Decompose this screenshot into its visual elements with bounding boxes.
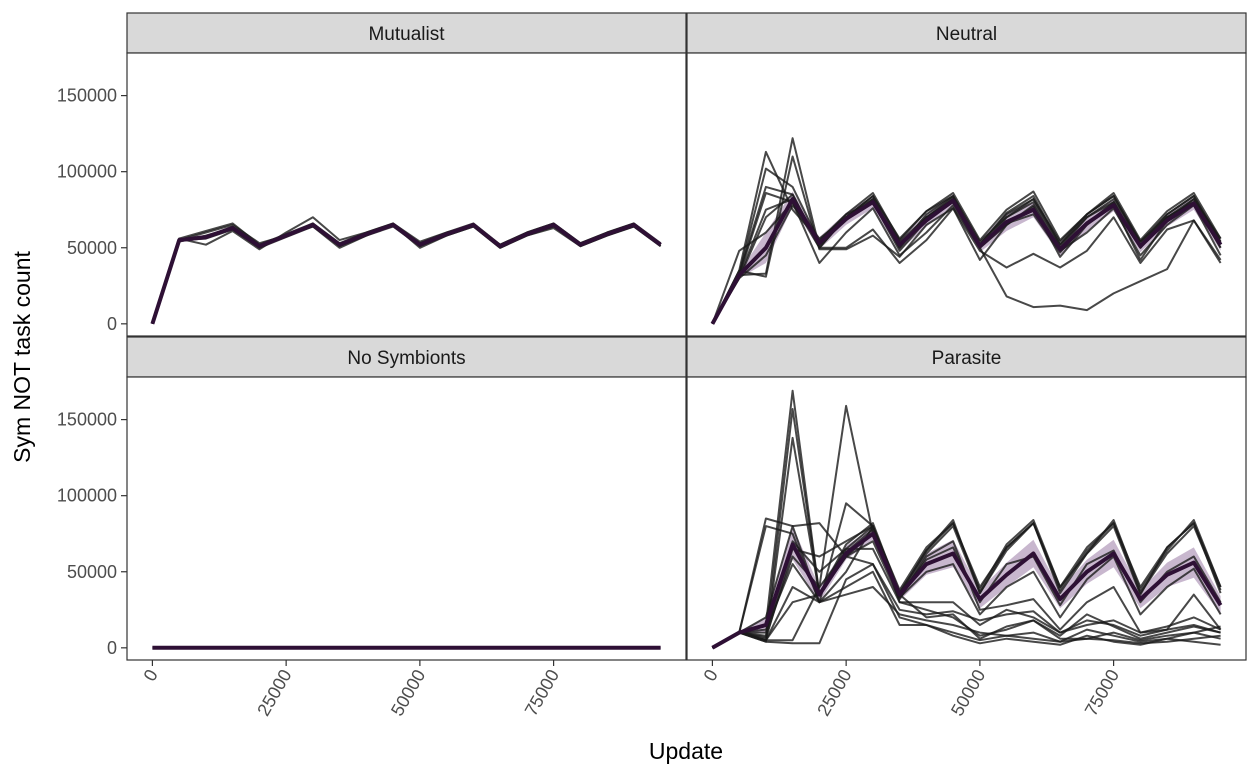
strip-background xyxy=(126,12,687,54)
x-axis-title: Update xyxy=(649,738,723,764)
strip-label: No Symbionts xyxy=(347,348,465,369)
panel-neutral: Neutral xyxy=(686,12,1247,337)
y-tick-label: 50000 xyxy=(67,562,117,582)
panel-mutualist: Mutualist 0 50000 100000 150000 xyxy=(57,12,687,337)
panel-border xyxy=(126,376,687,661)
y-tick-label: 0 xyxy=(107,314,117,334)
y-tick-label: 150000 xyxy=(57,410,117,430)
mean-line xyxy=(150,222,662,325)
replicate-line xyxy=(711,155,1222,325)
y-tick-label: 50000 xyxy=(67,238,117,258)
panel-border xyxy=(686,52,1247,337)
x-tick-label: 75000 xyxy=(521,666,563,719)
x-tick-label: 50000 xyxy=(947,666,989,719)
mean-line xyxy=(711,531,1223,650)
y-tick-label: 150000 xyxy=(57,86,117,106)
strip-label: Parasite xyxy=(932,348,1002,369)
replicate-line xyxy=(711,586,1221,649)
strip-background xyxy=(126,336,687,378)
replicate-line xyxy=(711,563,1221,649)
x-tick-label: 25000 xyxy=(813,666,855,719)
y-axis-title: Sym NOT task count xyxy=(9,251,35,463)
replicate-line xyxy=(711,517,1221,649)
x-tick-label: 0 xyxy=(700,666,722,685)
strip-label: Mutualist xyxy=(368,24,445,45)
panel-no-symbionts: No Symbionts 0 50000 100000 150000 0 25000 5000… xyxy=(57,336,687,719)
plot-background xyxy=(687,53,1246,336)
strip-background xyxy=(686,12,1247,54)
panel-border xyxy=(686,376,1247,661)
panel-border xyxy=(126,52,687,337)
x-tick-label: 0 xyxy=(140,666,162,685)
y-tick-label: 100000 xyxy=(57,486,117,506)
mean-line xyxy=(710,197,1223,325)
x-tick-label: 75000 xyxy=(1081,666,1123,719)
y-tick-label: 0 xyxy=(107,638,117,658)
replicate-line xyxy=(711,404,1222,649)
strip-label: Neutral xyxy=(936,24,997,45)
y-tick-label: 100000 xyxy=(57,162,117,182)
plot-background xyxy=(127,377,686,660)
x-tick-label: 50000 xyxy=(387,666,429,719)
panels-layer: Mutualist 0 50000 100000 150000 Neutral No Sym… xyxy=(57,12,1247,719)
replicate-line xyxy=(711,519,1222,649)
plot-background xyxy=(127,53,686,336)
x-tick-label: 25000 xyxy=(253,666,295,719)
replicate-line xyxy=(711,540,1221,649)
strip-background xyxy=(686,336,1247,378)
panel-parasite: Parasite 0 25000 50000 75000 xyxy=(686,336,1247,719)
